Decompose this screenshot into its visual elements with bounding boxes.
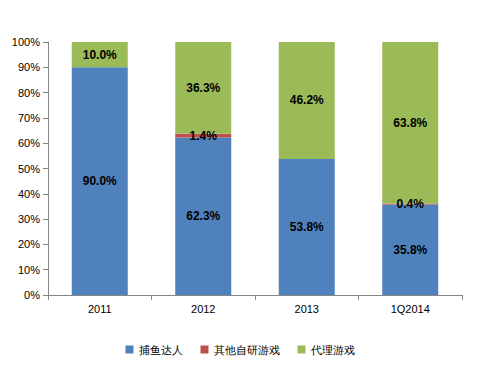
- svg-text:0.4%: 0.4%: [397, 197, 425, 211]
- svg-text:36.3%: 36.3%: [186, 81, 220, 95]
- svg-text:100%: 100%: [12, 36, 40, 48]
- svg-text:90%: 90%: [18, 61, 40, 73]
- svg-text:46.2%: 46.2%: [290, 93, 324, 107]
- svg-text:50%: 50%: [18, 163, 40, 175]
- svg-text:62.3%: 62.3%: [186, 209, 220, 223]
- svg-text:30%: 30%: [18, 213, 40, 225]
- svg-text:捕鱼达人: 捕鱼达人: [139, 344, 183, 356]
- svg-text:0%: 0%: [24, 289, 40, 301]
- svg-text:53.8%: 53.8%: [290, 220, 324, 234]
- svg-text:60%: 60%: [18, 137, 40, 149]
- svg-text:10%: 10%: [18, 264, 40, 276]
- svg-text:1.4%: 1.4%: [190, 129, 218, 143]
- svg-text:70%: 70%: [18, 112, 40, 124]
- svg-text:2013: 2013: [295, 303, 319, 315]
- svg-text:1Q2014: 1Q2014: [391, 303, 430, 315]
- svg-text:63.8%: 63.8%: [393, 116, 427, 130]
- svg-text:40%: 40%: [18, 188, 40, 200]
- svg-text:其他自研游戏: 其他自研游戏: [214, 344, 280, 356]
- svg-text:代理游戏: 代理游戏: [310, 344, 355, 356]
- svg-text:80%: 80%: [18, 87, 40, 99]
- svg-text:35.8%: 35.8%: [393, 243, 427, 257]
- svg-text:90.0%: 90.0%: [83, 174, 117, 188]
- svg-text:2012: 2012: [191, 303, 215, 315]
- svg-text:20%: 20%: [18, 238, 40, 250]
- svg-text:10.0%: 10.0%: [83, 48, 117, 62]
- svg-text:2011: 2011: [88, 303, 112, 315]
